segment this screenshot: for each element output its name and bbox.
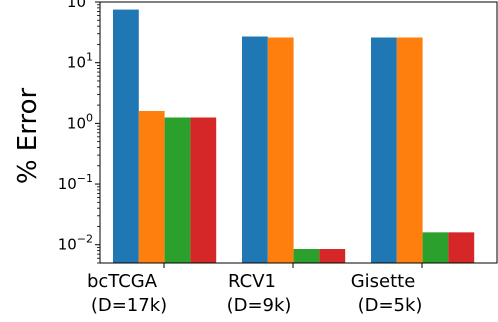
x-category-sublabel: (D=17k) <box>91 295 167 316</box>
y-tick-label: 10−2 <box>58 233 93 254</box>
bar-series2-cat3 <box>396 37 423 264</box>
bar-series2-cat1 <box>138 110 165 263</box>
bar-series1-cat1 <box>113 9 139 263</box>
y-axis: 10−2 10−1 100 101 102 <box>58 0 100 264</box>
bar-series2-cat2 <box>267 37 294 264</box>
bar-series1-cat2 <box>242 36 268 264</box>
x-category-sublabel: (D=5k) <box>358 295 423 316</box>
y-tick-label: 102 <box>67 0 93 11</box>
x-category-label: bcTCGA <box>87 271 158 292</box>
bar-series1-cat3 <box>371 37 397 264</box>
y-tick-label: 10−1 <box>58 172 93 193</box>
x-category-sublabel: (D=9k) <box>227 295 292 316</box>
plot-frame <box>99 1 498 264</box>
bar-series3-cat3 <box>422 232 449 263</box>
x-category-label: Gisette <box>351 271 416 292</box>
bar-series4-cat2 <box>319 249 346 263</box>
bar-series4-cat1 <box>190 117 217 263</box>
x-category-label: RCV1 <box>228 271 276 292</box>
x-axis: bcTCGA (D=17k) RCV1 (D=9k) Gisette (D=5k) <box>87 263 423 316</box>
bar-series4-cat3 <box>448 232 475 263</box>
y-tick-label: 101 <box>67 51 93 72</box>
y-tick-label: 100 <box>67 111 93 132</box>
bar-series3-cat2 <box>293 249 320 263</box>
bar-series3-cat1 <box>164 117 191 263</box>
bars-group <box>113 9 475 264</box>
y-axis-title: % Error <box>13 88 43 185</box>
